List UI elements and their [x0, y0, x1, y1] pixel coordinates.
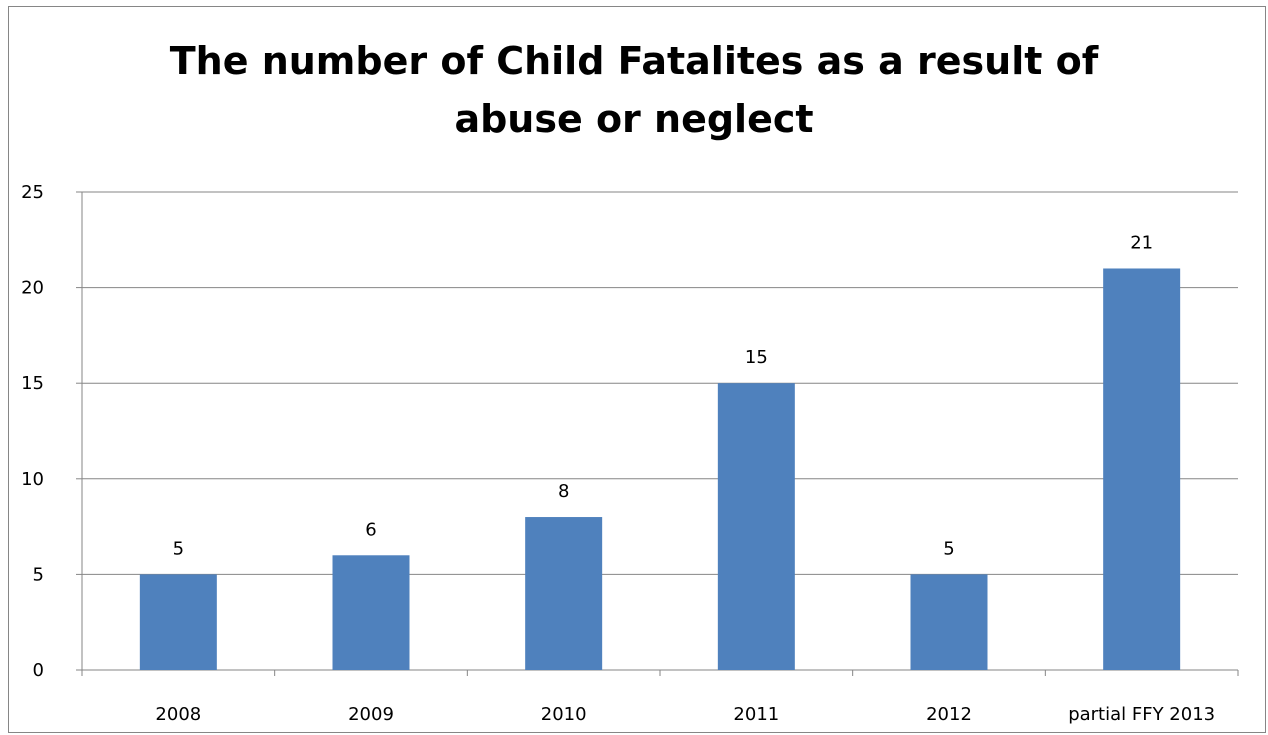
bar-2012: [911, 574, 988, 670]
data-label: 6: [365, 519, 376, 540]
bar-2009: [333, 555, 410, 670]
x-tick-label: partial FFY 2013: [1068, 704, 1215, 725]
x-axis-ticks: 2008 2009 2010 2011 2012 partial FFY 2013: [155, 704, 1215, 725]
y-axis-ticks: 0 5 10 15 20 25: [21, 182, 44, 681]
data-label: 21: [1130, 232, 1153, 253]
bar-partial-ffy-2013: [1103, 268, 1180, 670]
x-tick-label: 2010: [541, 704, 587, 725]
bars: [140, 268, 1180, 670]
bar-2008: [140, 574, 217, 670]
data-label: 15: [745, 347, 768, 368]
y-tick-label: 0: [33, 660, 44, 681]
x-tick-label: 2011: [733, 704, 779, 725]
data-label: 8: [558, 481, 569, 502]
y-tick-label: 20: [21, 278, 44, 299]
x-tick-label: 2012: [926, 704, 972, 725]
y-tick-label: 25: [21, 182, 44, 203]
data-label: 5: [173, 538, 184, 559]
y-tick-label: 5: [33, 564, 44, 585]
data-labels: 5 6 8 15 5 21: [173, 232, 1154, 559]
y-tick-label: 10: [21, 469, 44, 490]
bar-2010: [525, 517, 602, 670]
data-label: 5: [943, 538, 954, 559]
gridlines: [76, 192, 1238, 676]
bar-2011: [718, 383, 795, 670]
x-tick-label: 2008: [155, 704, 201, 725]
y-tick-label: 15: [21, 373, 44, 394]
x-tick-label: 2009: [348, 704, 394, 725]
